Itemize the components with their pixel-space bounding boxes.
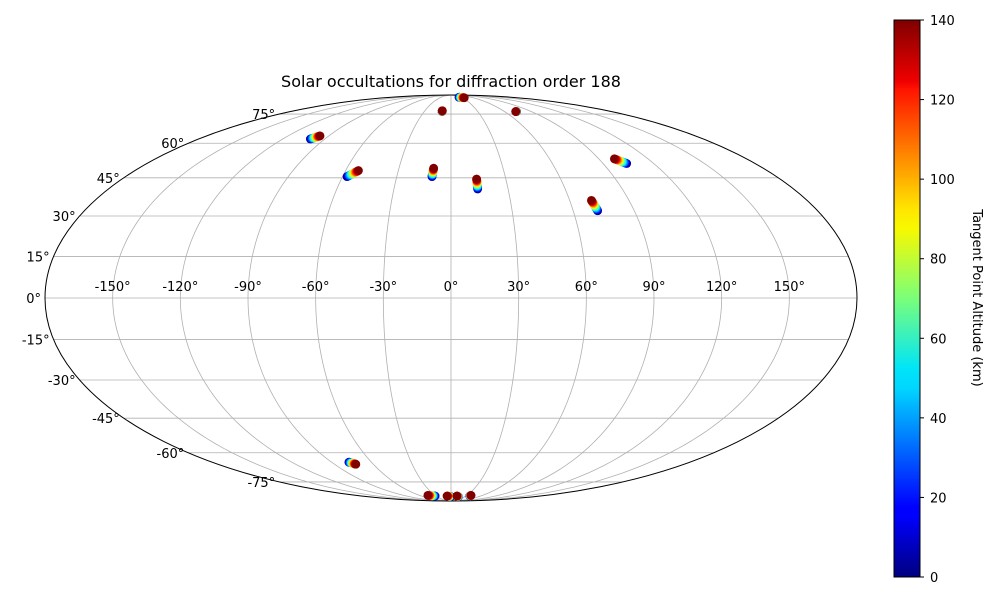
lat-tick-label: 45° [97, 172, 120, 187]
lon-tick-label: 120° [706, 280, 737, 295]
occultation-points [305, 92, 632, 502]
occultation-point [466, 491, 476, 500]
occultation-track [427, 163, 439, 182]
occultation-point [354, 166, 363, 175]
occultation-point [452, 491, 462, 501]
chart-title: Solar occultations for diffraction order… [281, 72, 621, 91]
colorbar-tick-label: 40 [930, 412, 947, 427]
occultation-point [351, 459, 361, 469]
occultation-track [423, 491, 440, 501]
occultation-track [472, 174, 483, 194]
lon-tick-label: -150° [95, 280, 131, 295]
longitude-labels: -150° -120° -90° -60° -30° 0° 30° 60° 90° 120° 150… [95, 280, 805, 295]
lat-tick-label: -45° [92, 412, 120, 427]
lon-tick-label: -60° [302, 280, 330, 295]
occultation-point [429, 163, 439, 173]
colorbar-tick-label: 120 [930, 94, 955, 109]
occultation-track [437, 106, 447, 116]
colorbar: 0 20 40 60 80 100 120 140 Tangent Point Altitud… [893, 14, 984, 586]
colorbar-tick-label: 60 [930, 332, 947, 347]
lon-tick-label: -30° [369, 280, 397, 295]
occultation-point [315, 131, 325, 141]
lon-tick-label: -90° [234, 280, 262, 295]
colorbar-label: Tangent Point Altitude (km) [969, 208, 984, 386]
lon-tick-label: 30° [507, 280, 530, 295]
occultation-track [342, 166, 363, 182]
occultation-track [609, 154, 632, 168]
occultation-track [587, 195, 603, 216]
lon-tick-label: 150° [774, 280, 805, 295]
lon-tick-label: 0° [444, 280, 459, 295]
graticule [45, 95, 857, 501]
occultation-point [511, 107, 521, 116]
occultation-point [423, 491, 433, 500]
lat-tick-label: 15° [27, 250, 50, 265]
lat-tick-label: -15° [22, 334, 50, 349]
colorbar-tick-label: 0 [930, 571, 938, 586]
colorbar-tick-label: 140 [930, 14, 955, 29]
lat-tick-label: 0° [26, 292, 41, 307]
colorbar-tick-label: 100 [930, 173, 955, 188]
occultation-track [511, 107, 521, 116]
lat-tick-label: -30° [48, 374, 76, 389]
occultation-track [454, 92, 469, 103]
occultation-point [587, 195, 596, 205]
occultation-point [437, 106, 447, 116]
occultation-point [472, 174, 481, 184]
colorbar-ticks: 0 20 40 60 80 100 120 140 [920, 14, 955, 586]
occultation-track [442, 491, 456, 502]
occultation-track [344, 457, 361, 469]
lat-tick-label: 75° [252, 108, 275, 123]
colorbar-bar [893, 19, 921, 578]
lon-tick-label: -120° [162, 280, 198, 295]
latitude-labels: -75° -60° -45° -30° -15° 0° 15° 30° 45° 60° 75° [22, 108, 275, 491]
lat-tick-label: 60° [161, 137, 184, 152]
colorbar-tick-label: 20 [930, 491, 947, 506]
colorbar-tick-label: 80 [930, 253, 947, 268]
lat-tick-label: -60° [157, 447, 185, 462]
occultation-track [305, 131, 325, 144]
lat-tick-label: 30° [53, 210, 76, 225]
lat-tick-label: -75° [247, 476, 275, 491]
occultation-track [465, 491, 476, 501]
occultation-point [459, 93, 469, 103]
lon-tick-label: 60° [575, 280, 598, 295]
occultation-track [452, 491, 463, 502]
lon-tick-label: 90° [642, 280, 665, 295]
occultation-point [442, 491, 452, 501]
occultation-point [609, 154, 619, 164]
